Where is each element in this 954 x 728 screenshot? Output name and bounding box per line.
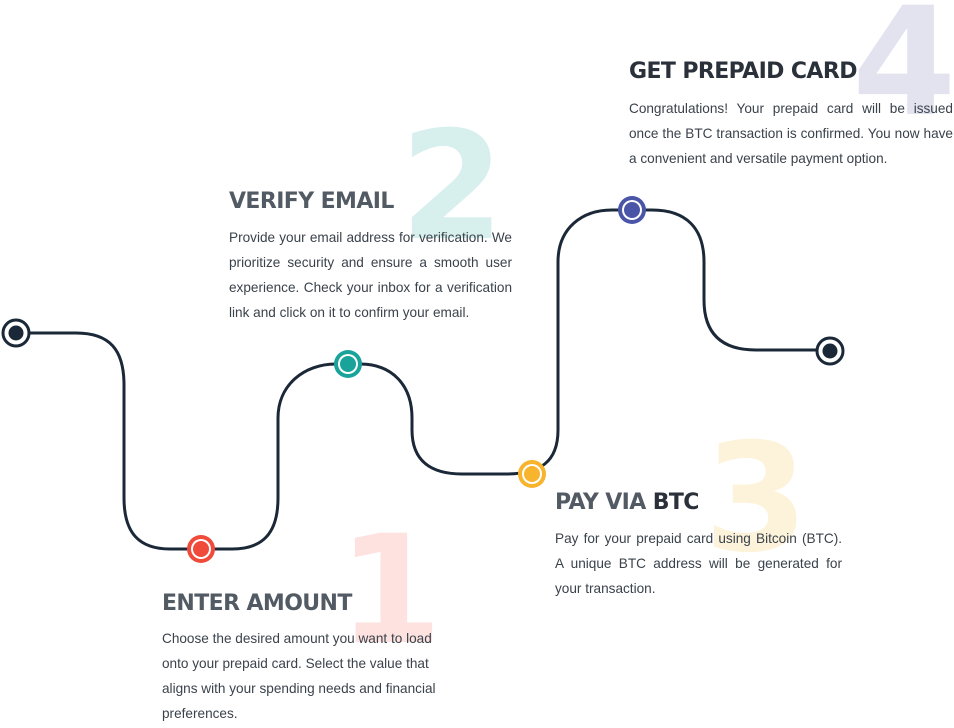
step-3-title-emphasis: BTC: [652, 490, 700, 515]
step-3-number: 3: [704, 412, 809, 586]
step-1-number: 1: [338, 504, 443, 678]
step-4-number: 4: [852, 0, 954, 150]
step-3-title: PAY VIA BTC: [555, 490, 842, 515]
step-2-marker: [334, 350, 362, 378]
step-3-block: PAY VIA BTC Pay for your prepaid card us…: [555, 490, 842, 601]
step-2-block: VERIFY EMAIL Provide your email address …: [229, 189, 512, 325]
step-3-description: Pay for your prepaid card using Bitcoin …: [555, 531, 842, 596]
path-start-marker: [1, 318, 31, 348]
step-4-title: GET PREPAID CARD: [629, 59, 857, 84]
step-2-description: Provide your email address for verificat…: [229, 230, 512, 320]
process-path-line: [14, 208, 832, 551]
step-1-title: ENTER AMOUNT: [162, 591, 352, 616]
path-end-marker: [815, 336, 845, 366]
step-3-title-prefix: PAY VIA: [555, 490, 653, 515]
step-4-description: Congratulations! Your prepaid card will …: [629, 101, 953, 166]
step-4-marker: [618, 196, 646, 224]
step-1-marker: [187, 535, 215, 563]
step-1-description: Choose the desired amount you want to lo…: [162, 631, 436, 721]
step-4-block: GET PREPAID CARD Congratulations! Your p…: [629, 59, 953, 171]
step-2-title: VERIFY EMAIL: [229, 189, 394, 214]
step-2-number: 2: [400, 100, 505, 274]
step-3-marker: [518, 460, 546, 488]
step-1-block: ENTER AMOUNT Choose the desired amount y…: [162, 591, 438, 726]
